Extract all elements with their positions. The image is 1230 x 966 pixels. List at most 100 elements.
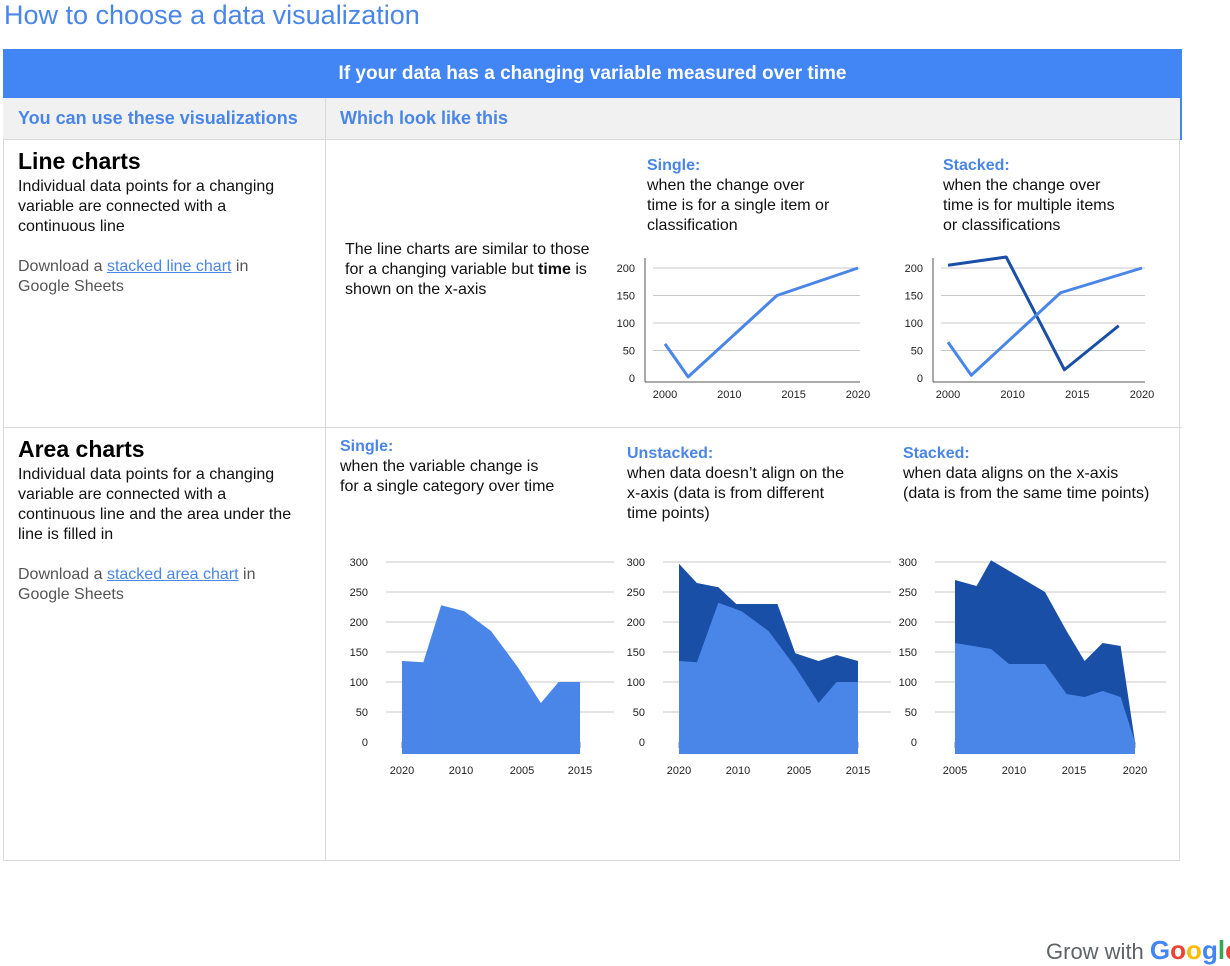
line-explanation-prefix: The line charts are similar to those for… (345, 241, 590, 278)
google-letter: l (1217, 935, 1226, 965)
row-divider (3, 427, 1182, 428)
right-accent-divider (1180, 98, 1182, 140)
google-letter: o (1186, 935, 1202, 965)
x-tick-label: 2005 (943, 765, 967, 777)
series-line (663, 266, 859, 379)
y-tick-label: 100 (627, 677, 645, 689)
line-stacked-caption: Stacked: when the change over time is fo… (943, 156, 1128, 236)
x-tick-label: 2015 (846, 765, 870, 777)
y-tick-label: 50 (905, 707, 917, 719)
google-wordmark: Google (1150, 935, 1230, 965)
y-tick-label: 150 (899, 647, 917, 659)
series-line (946, 266, 1143, 377)
x-tick-label: 2010 (1000, 389, 1024, 401)
x-tick-label: 2015 (781, 389, 805, 401)
area-stacked-label: Stacked: (903, 445, 970, 462)
area-download-text: Download a stacked area chart in Google … (18, 565, 303, 605)
area-section-description: Individual data points for a changing va… (18, 466, 292, 543)
area-unstacked-caption: Unstacked: when data doesn’t align on th… (627, 444, 852, 524)
y-tick-label: 200 (899, 617, 917, 629)
line-single-caption: Single: when the change over time is for… (647, 156, 832, 236)
area-unstacked-chart: 300 250 200 150 100 50 0 2020 2010 2005 2015 (627, 557, 891, 777)
column-headers: You can use these visualizations Which l… (3, 98, 1182, 140)
google-letter: g (1201, 935, 1218, 965)
area-stacked-text: when data aligns on the x-axis (data is … (903, 465, 1150, 502)
x-tick-label: 2010 (726, 765, 750, 777)
y-tick-label: 50 (356, 707, 368, 719)
area-single-text: when the variable change is for a single… (340, 458, 555, 495)
stacked-line-chart-link[interactable]: stacked line chart (106, 258, 232, 275)
column-divider (325, 98, 326, 861)
y-tick-label: 100 (617, 318, 635, 330)
y-tick-label: 0 (911, 737, 917, 749)
x-tick-label: 2020 (390, 765, 414, 777)
x-tick-label: 2015 (1062, 765, 1086, 777)
line-explanation-suffix: is shown on the x-axis (345, 261, 587, 298)
y-tick-label: 150 (905, 291, 923, 303)
area-download-suffix: in Google Sheets (18, 566, 256, 603)
x-tick-label: 2020 (667, 765, 691, 777)
y-tick-label: 200 (617, 263, 635, 275)
x-tick-label: 2000 (936, 389, 960, 401)
y-tick-label: 0 (629, 373, 635, 385)
x-tick-label: 2005 (787, 765, 811, 777)
x-tick-label: 2005 (510, 765, 534, 777)
banner-text: If your data has a changing variable mea… (338, 62, 847, 84)
x-tick-label: 2015 (1065, 389, 1089, 401)
line-stacked-label: Stacked: (943, 157, 1010, 174)
y-tick-label: 300 (627, 557, 645, 569)
x-tick-label: 2015 (568, 765, 592, 777)
banner-header: If your data has a changing variable mea… (3, 49, 1182, 98)
page-title: How to choose a data visualization (4, 0, 420, 30)
area-single-caption: Single: when the variable change is for … (340, 437, 555, 497)
y-tick-label: 100 (350, 677, 368, 689)
line-section-title: Line charts (18, 148, 141, 174)
y-tick-label: 300 (350, 557, 368, 569)
col2-header: Which look like this (340, 108, 509, 128)
y-tick-label: 0 (639, 737, 645, 749)
y-tick-label: 150 (350, 647, 368, 659)
x-tick-label: 2010 (717, 389, 741, 401)
y-tick-label: 300 (899, 557, 917, 569)
x-tick-label: 2010 (1002, 765, 1026, 777)
y-tick-label: 100 (899, 677, 917, 689)
logo-prefix: Grow with (1046, 939, 1150, 964)
area-download-prefix: Download a (18, 566, 107, 583)
area-stacked-caption: Stacked: when data aligns on the x-axis … (903, 444, 1153, 504)
google-letter: o (1170, 935, 1187, 965)
y-tick-label: 200 (350, 617, 368, 629)
y-tick-label: 200 (627, 617, 645, 629)
y-tick-label: 0 (362, 737, 368, 749)
line-explanation: The line charts are similar to those for… (345, 240, 595, 300)
x-tick-label: 2020 (846, 389, 870, 401)
series-line (947, 255, 1120, 372)
line-explanation-bold: time (538, 261, 571, 278)
area-unstacked-label: Unstacked: (627, 445, 714, 462)
series-area (402, 605, 580, 754)
y-tick-label: 50 (633, 707, 645, 719)
y-tick-label: 50 (911, 346, 923, 358)
col1-header: You can use these visualizations (18, 108, 298, 128)
area-section-title: Area charts (18, 436, 145, 462)
line-section-description: Individual data points for a changing va… (18, 178, 275, 235)
line-stacked-chart: 200 150 100 50 0 2000 2010 2015 2020 (905, 255, 1154, 401)
area-single-chart: 300 250 200 150 100 50 0 2020 2010 2005 2015 (350, 557, 614, 777)
x-tick-label: 2020 (1130, 389, 1154, 401)
series-area (955, 643, 1135, 754)
line-single-label: Single: (647, 157, 701, 174)
line-download-prefix: Download a (18, 258, 107, 275)
stacked-area-chart-link[interactable]: stacked area chart (106, 566, 239, 583)
y-tick-label: 0 (917, 373, 923, 385)
area-stacked-chart: 300 250 200 150 100 50 0 2005 2010 2015 2020 (899, 557, 1166, 777)
y-tick-label: 150 (617, 291, 635, 303)
line-download-suffix: in Google Sheets (18, 258, 249, 295)
y-tick-label: 250 (899, 587, 917, 599)
line-stacked-text: when the change over time is for multipl… (943, 177, 1115, 234)
y-tick-label: 250 (627, 587, 645, 599)
y-tick-label: 250 (350, 587, 368, 599)
y-tick-label: 50 (623, 346, 635, 358)
x-tick-label: 2010 (449, 765, 473, 777)
series-area (679, 602, 858, 754)
area-single-label: Single: (340, 438, 394, 455)
google-letter: G (1149, 935, 1171, 965)
